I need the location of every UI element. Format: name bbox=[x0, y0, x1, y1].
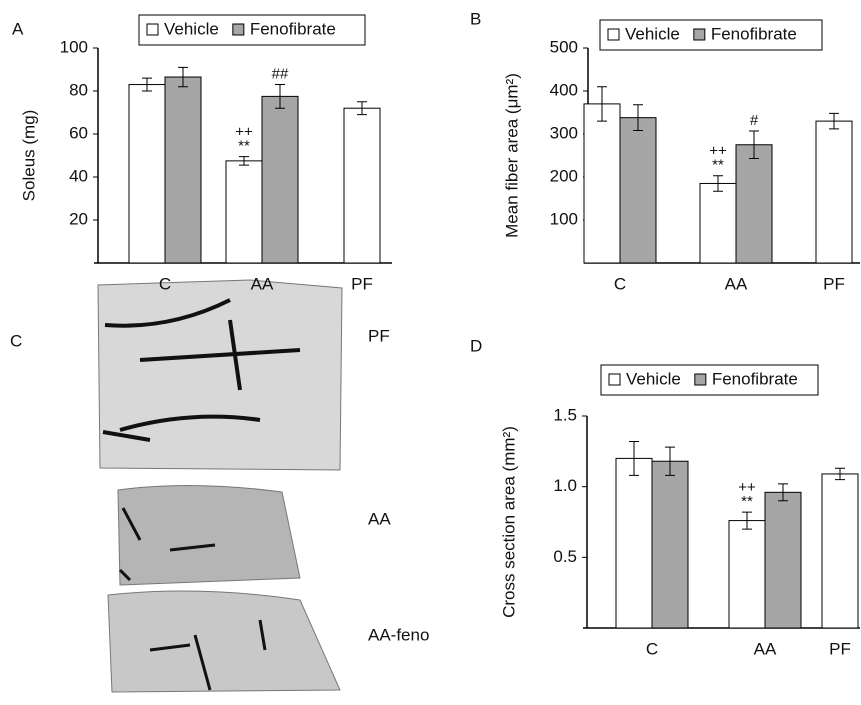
legend-label: Fenofibrate bbox=[712, 369, 798, 388]
bar bbox=[128, 84, 166, 264]
legend-label: Vehicle bbox=[164, 19, 219, 38]
x-tick-label: AA bbox=[754, 639, 777, 658]
significance-mark: ++ bbox=[738, 479, 756, 496]
panel-label: B bbox=[470, 9, 481, 28]
x-tick-label: PF bbox=[829, 639, 851, 658]
y-tick-label: 60 bbox=[69, 123, 88, 142]
legend-label: Vehicle bbox=[626, 369, 681, 388]
y-axis-label: Mean fiber area (μm²) bbox=[502, 73, 521, 238]
significance-mark: ** bbox=[712, 157, 724, 174]
section-images bbox=[97, 279, 343, 693]
image-caption: AA bbox=[368, 509, 391, 528]
y-tick-label: 100 bbox=[550, 209, 578, 228]
y-tick-label: 0.5 bbox=[553, 547, 577, 566]
y-tick-label: 40 bbox=[69, 166, 88, 185]
muscle-section-image bbox=[97, 279, 343, 471]
x-tick-label: AA bbox=[251, 274, 274, 293]
y-axis-label: Soleus (mg) bbox=[19, 110, 38, 202]
y-tick-label: 80 bbox=[69, 80, 88, 99]
y-tick-label: 1.5 bbox=[553, 405, 577, 424]
error-bar bbox=[597, 86, 607, 122]
y-tick-label: 20 bbox=[69, 209, 88, 228]
y-tick-label: 500 bbox=[550, 37, 578, 56]
bar bbox=[764, 491, 802, 629]
image-caption: PF bbox=[368, 326, 390, 345]
image-caption: AA-feno bbox=[368, 625, 429, 644]
bar bbox=[343, 107, 381, 264]
significance-mark: # bbox=[750, 112, 759, 129]
error-bar bbox=[633, 104, 643, 132]
bar bbox=[225, 160, 263, 264]
legend-swatch bbox=[608, 373, 621, 386]
significance-mark: ** bbox=[238, 138, 250, 155]
significance-mark: ** bbox=[741, 493, 753, 510]
error-bar bbox=[835, 467, 845, 481]
panel-label: D bbox=[470, 336, 482, 355]
legend-label: Vehicle bbox=[625, 24, 680, 43]
legend-box bbox=[138, 14, 366, 46]
significance-mark: ## bbox=[272, 66, 289, 83]
error-bar bbox=[178, 66, 188, 88]
legend-swatch bbox=[694, 373, 707, 386]
error-bar bbox=[142, 77, 152, 92]
panel-label: A bbox=[12, 19, 24, 38]
legend-box bbox=[600, 364, 819, 396]
bar bbox=[164, 76, 202, 264]
y-tick-label: 300 bbox=[550, 123, 578, 142]
bar bbox=[699, 182, 737, 264]
muscle-section-image bbox=[107, 590, 341, 693]
x-tick-label: C bbox=[646, 639, 658, 658]
error-bar bbox=[742, 511, 752, 530]
panel-label: C bbox=[10, 331, 22, 350]
error-bar bbox=[665, 446, 675, 476]
section-cracks bbox=[118, 507, 216, 582]
error-bar bbox=[629, 440, 639, 476]
y-tick-label: 1.0 bbox=[553, 476, 577, 495]
section-cracks bbox=[102, 298, 301, 442]
bar bbox=[728, 520, 766, 629]
y-axis-label: Cross section area (mm²) bbox=[499, 426, 518, 618]
legend-swatch bbox=[607, 28, 620, 41]
significance-mark: ++ bbox=[235, 124, 253, 141]
y-tick-label: 100 bbox=[60, 37, 88, 56]
x-tick-label: AA bbox=[725, 274, 748, 293]
y-tick-label: 200 bbox=[550, 166, 578, 185]
x-tick-label: PF bbox=[823, 274, 845, 293]
bar bbox=[261, 95, 299, 264]
error-bar bbox=[829, 112, 839, 130]
error-bar bbox=[778, 483, 788, 502]
legend-box bbox=[599, 19, 823, 51]
significance-mark: ++ bbox=[709, 143, 727, 160]
bar bbox=[735, 144, 773, 264]
error-bar bbox=[239, 156, 249, 166]
legend-label: Fenofibrate bbox=[711, 24, 797, 43]
muscle-section-image bbox=[117, 484, 301, 586]
bar bbox=[583, 103, 621, 264]
bar bbox=[651, 460, 689, 629]
bar bbox=[815, 120, 853, 264]
legend-label: Fenofibrate bbox=[250, 19, 336, 38]
legend-swatch bbox=[146, 23, 159, 36]
bar bbox=[615, 457, 653, 629]
section-cracks bbox=[149, 619, 267, 691]
x-tick-label: C bbox=[159, 274, 171, 293]
error-bar bbox=[275, 84, 285, 109]
error-bar bbox=[713, 175, 723, 192]
error-bar bbox=[749, 130, 759, 160]
legend-swatch bbox=[232, 23, 245, 36]
error-bar bbox=[357, 101, 367, 116]
legend-swatch bbox=[693, 28, 706, 41]
bar bbox=[821, 473, 859, 629]
y-tick-label: 400 bbox=[550, 80, 578, 99]
x-tick-label: PF bbox=[351, 274, 373, 293]
x-tick-label: C bbox=[614, 274, 626, 293]
bar bbox=[619, 117, 657, 264]
